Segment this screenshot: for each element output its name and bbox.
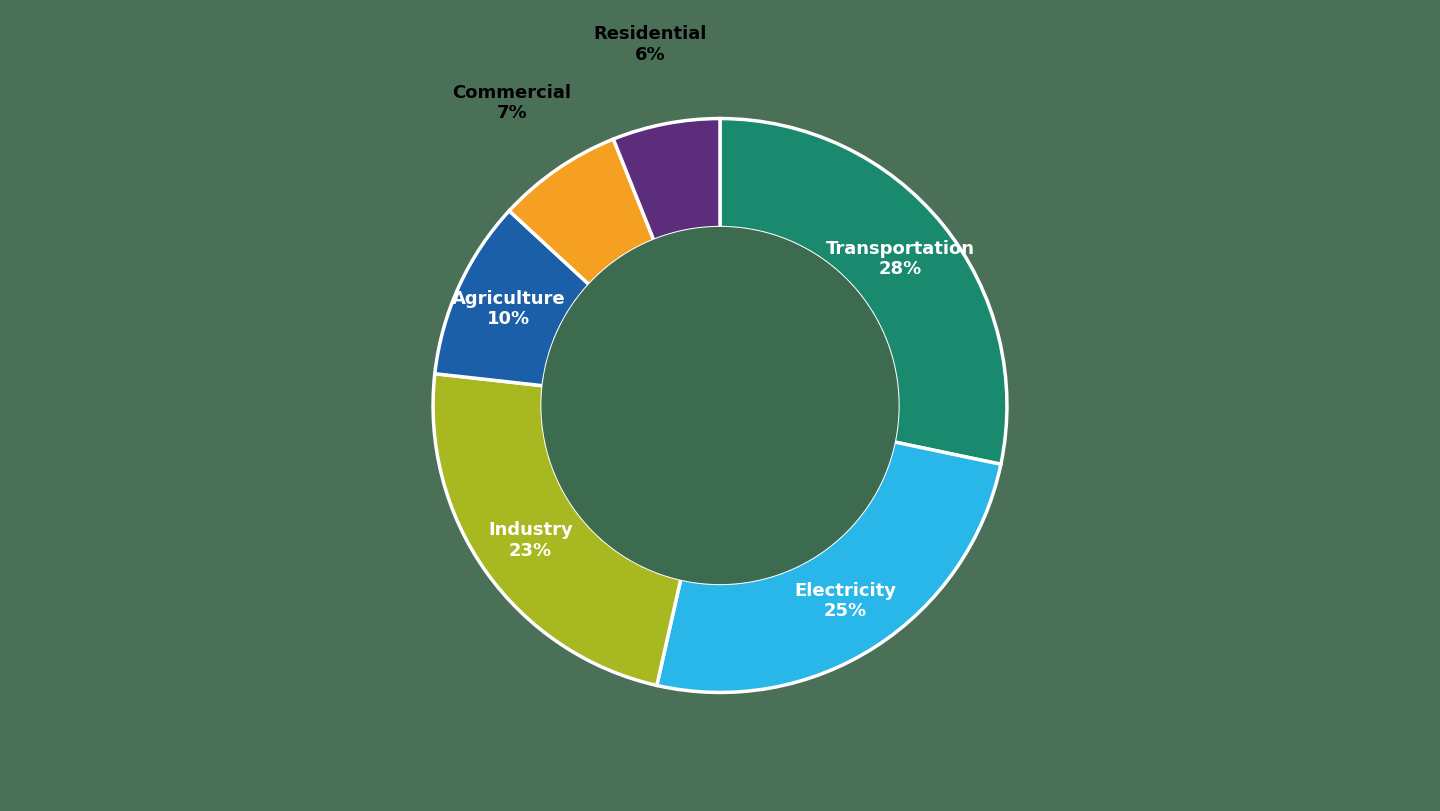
Circle shape <box>541 228 899 583</box>
Text: Commercial
7%: Commercial 7% <box>452 84 572 122</box>
Wedge shape <box>613 118 720 240</box>
Text: Industry
23%: Industry 23% <box>488 521 573 560</box>
Text: Agriculture
10%: Agriculture 10% <box>452 290 566 328</box>
Wedge shape <box>510 139 654 285</box>
Wedge shape <box>720 118 1007 464</box>
Text: Residential
6%: Residential 6% <box>593 25 707 64</box>
Wedge shape <box>433 374 681 685</box>
Text: Electricity
25%: Electricity 25% <box>795 581 897 620</box>
Text: Transportation
28%: Transportation 28% <box>827 239 975 278</box>
Wedge shape <box>435 211 589 386</box>
Wedge shape <box>657 442 1001 693</box>
